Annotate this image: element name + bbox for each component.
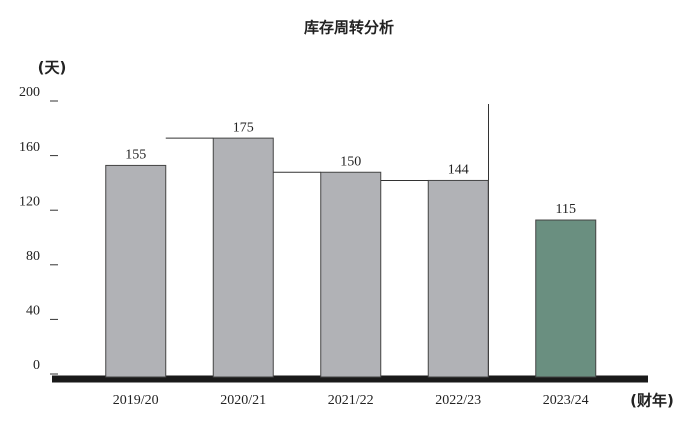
bar xyxy=(535,219,597,378)
x-tick-label: 2019/20 xyxy=(113,393,159,408)
value-label: 115 xyxy=(556,202,576,217)
bar xyxy=(105,164,167,378)
bar xyxy=(320,171,382,378)
bar xyxy=(427,179,489,378)
value-label: 155 xyxy=(125,148,146,163)
value-label: 150 xyxy=(340,154,361,169)
value-label: 144 xyxy=(448,163,469,178)
y-tick-label: 0 xyxy=(33,358,40,373)
value-label: 175 xyxy=(233,120,254,135)
x-axis-unit: (财年) xyxy=(630,392,674,410)
chart-title: 库存周转分析 xyxy=(304,19,394,37)
y-tick-label: 160 xyxy=(19,140,40,155)
y-tick-label: 40 xyxy=(26,304,40,319)
y-tick-label: 120 xyxy=(19,194,40,209)
y-tick-label: 200 xyxy=(19,85,40,100)
y-axis-unit: (天) xyxy=(38,59,67,77)
y-tick-label: 80 xyxy=(26,249,40,264)
x-tick-label: 2020/21 xyxy=(220,393,266,408)
x-tick-label: 2022/23 xyxy=(435,393,481,408)
x-tick-label: 2023/24 xyxy=(543,393,589,408)
bar xyxy=(212,137,274,378)
x-tick-label: 2021/22 xyxy=(328,393,374,408)
